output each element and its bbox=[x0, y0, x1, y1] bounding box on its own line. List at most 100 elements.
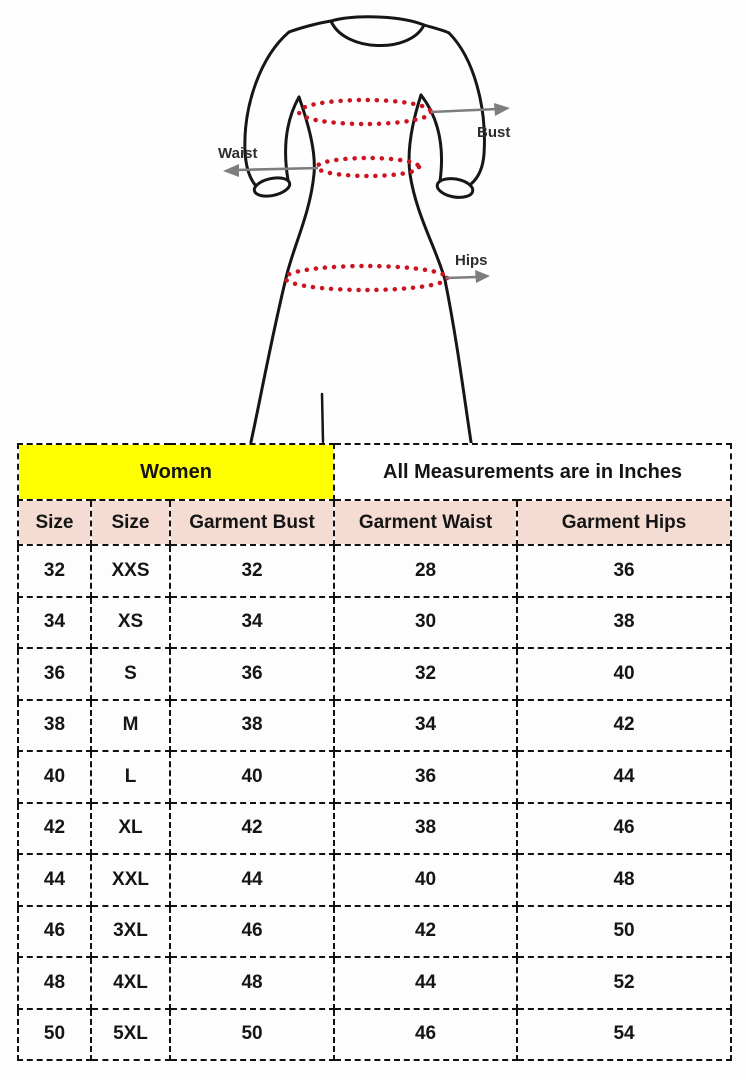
table-row: 34 XS 34 30 38 bbox=[17, 595, 733, 649]
bust-measure-ellipse bbox=[296, 97, 434, 127]
table-row: 50 5XL 50 46 54 bbox=[17, 1007, 733, 1061]
hips-arrow-head bbox=[475, 270, 490, 283]
group-header-cell: Women bbox=[16, 443, 336, 501]
column-header-cell: Garment Hips bbox=[516, 499, 733, 546]
column-header-cell: Size bbox=[90, 499, 171, 546]
group-header-cell: All Measurements are in Inches bbox=[333, 443, 733, 501]
left-cuff-opening bbox=[252, 176, 292, 198]
table-row: 42 XL 42 38 46 bbox=[17, 801, 733, 855]
table-cell: 34 bbox=[168, 595, 336, 649]
right-sleeve-inner-path bbox=[419, 93, 443, 183]
table-cell: 38 bbox=[168, 698, 336, 752]
table-cell: 36 bbox=[168, 647, 336, 701]
table-cell: 40 bbox=[333, 853, 519, 907]
table-cell: M bbox=[90, 698, 171, 752]
column-header-cell: Garment Waist bbox=[333, 499, 519, 546]
table-cell: 34 bbox=[17, 595, 92, 649]
table-cell: 42 bbox=[516, 698, 733, 752]
table-cell: 5XL bbox=[90, 1007, 171, 1061]
waist-label: Waist bbox=[218, 145, 257, 162]
table-cell: 50 bbox=[516, 904, 733, 958]
table-row: 36 S 36 32 40 bbox=[17, 647, 733, 701]
collar-inner-path bbox=[329, 19, 426, 47]
table-cell: S bbox=[90, 647, 171, 701]
table-cell: 44 bbox=[168, 853, 336, 907]
dress-outline bbox=[243, 15, 486, 443]
table-row: 44 XXL 44 40 48 bbox=[17, 853, 733, 907]
table-cell: XXS bbox=[90, 544, 171, 598]
group-header-row: Women All Measurements are in Inches bbox=[16, 443, 733, 501]
table-cell: L bbox=[90, 750, 171, 804]
table-cell: 36 bbox=[17, 647, 92, 701]
table-cell: 40 bbox=[516, 647, 733, 701]
table-cell: 40 bbox=[17, 750, 92, 804]
table-cell: 36 bbox=[333, 750, 519, 804]
left-sleeve-inner-path bbox=[284, 95, 301, 182]
table-row: 40 L 40 36 44 bbox=[17, 750, 733, 804]
column-header-row: Size Size Garment Bust Garment Waist Garment… bbox=[17, 499, 733, 546]
waist-arrow-line bbox=[235, 166, 319, 172]
dress-diagram-svg: Bust Waist Hips bbox=[218, 15, 510, 443]
table-cell: XS bbox=[90, 595, 171, 649]
size-table-body: 32 XXS 32 28 36 34 XS 34 30 38 36 S 36 32 40 38 M 38 34 42 4… bbox=[17, 544, 733, 1061]
table-cell: 32 bbox=[168, 544, 336, 598]
table-cell: 48 bbox=[168, 956, 336, 1010]
table-cell: 40 bbox=[168, 750, 336, 804]
right-cuff-opening bbox=[435, 177, 475, 199]
table-cell: 46 bbox=[17, 904, 92, 958]
table-cell: 38 bbox=[516, 595, 733, 649]
table-cell: 44 bbox=[17, 853, 92, 907]
hips-arrow-line bbox=[445, 275, 478, 280]
skirt-slit-line bbox=[320, 392, 325, 443]
waist-arrow-head bbox=[223, 164, 239, 177]
table-cell: 48 bbox=[17, 956, 92, 1010]
table-cell: 42 bbox=[168, 801, 336, 855]
table-row: 32 XXS 32 28 36 bbox=[17, 544, 733, 598]
body-right-path bbox=[407, 93, 473, 443]
table-row: 48 4XL 48 44 52 bbox=[17, 956, 733, 1010]
table-row: 46 3XL 46 42 50 bbox=[17, 904, 733, 958]
size-table-head: Women All Measurements are in Inches Size… bbox=[16, 443, 733, 546]
column-header-cell: Size bbox=[17, 499, 92, 546]
table-row: 38 M 38 34 42 bbox=[17, 698, 733, 752]
bust-label: Bust bbox=[477, 124, 510, 141]
table-cell: 32 bbox=[333, 647, 519, 701]
bust-arrow-line bbox=[430, 107, 498, 114]
left-sleeve-outer-path bbox=[243, 30, 291, 188]
table-cell: 30 bbox=[333, 595, 519, 649]
body-left-path bbox=[249, 95, 316, 443]
table-cell: 38 bbox=[17, 698, 92, 752]
dress-measurement-diagram: Bust Waist Hips bbox=[0, 0, 746, 443]
table-cell: 32 bbox=[17, 544, 92, 598]
table-cell: XL bbox=[90, 801, 171, 855]
table-cell: XXL bbox=[90, 853, 171, 907]
table-cell: 42 bbox=[17, 801, 92, 855]
table-cell: 46 bbox=[333, 1007, 519, 1061]
table-cell: 52 bbox=[516, 956, 733, 1010]
shoulder-neckline-path bbox=[287, 15, 451, 35]
table-cell: 44 bbox=[333, 956, 519, 1010]
bust-arrow-head bbox=[494, 103, 510, 116]
hips-label: Hips bbox=[455, 252, 488, 269]
table-cell: 46 bbox=[516, 801, 733, 855]
waist-measure-ellipse bbox=[314, 155, 422, 179]
table-cell: 50 bbox=[17, 1007, 92, 1061]
table-cell: 3XL bbox=[90, 904, 171, 958]
table-cell: 50 bbox=[168, 1007, 336, 1061]
table-cell: 4XL bbox=[90, 956, 171, 1010]
table-cell: 38 bbox=[333, 801, 519, 855]
table-cell: 36 bbox=[516, 544, 733, 598]
table-cell: 28 bbox=[333, 544, 519, 598]
measurement-arrows bbox=[223, 103, 510, 283]
right-sleeve-outer-path bbox=[447, 31, 486, 186]
hips-measure-ellipse bbox=[282, 263, 450, 293]
size-table: Women All Measurements are in Inches Size… bbox=[16, 443, 733, 1061]
table-cell: 42 bbox=[333, 904, 519, 958]
table-cell: 44 bbox=[516, 750, 733, 804]
column-header-cell: Garment Bust bbox=[168, 499, 336, 546]
table-cell: 46 bbox=[168, 904, 336, 958]
table-cell: 34 bbox=[333, 698, 519, 752]
table-cell: 54 bbox=[516, 1007, 733, 1061]
table-cell: 48 bbox=[516, 853, 733, 907]
